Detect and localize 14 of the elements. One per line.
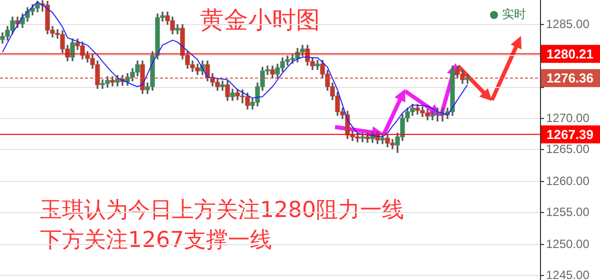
- y-tick-label: 1285.00: [546, 16, 590, 31]
- y-tick-label: 1260.00: [546, 174, 590, 188]
- candlestick: [175, 24, 180, 34]
- candlestick: [315, 60, 320, 70]
- y-tick-label: 1265.00: [546, 142, 590, 156]
- y-tick-label: 1255.00: [546, 204, 590, 219]
- y-tick-label: 1245.00: [546, 268, 590, 280]
- text: 实时: [502, 6, 526, 23]
- y-tick-label: 1270.00: [546, 110, 590, 125]
- ref-line-label: 1267.39: [546, 126, 594, 142]
- candlestick: [220, 80, 225, 91]
- ref-line-label: 1276.36: [546, 70, 594, 86]
- y-tick-label: 1250.00: [546, 236, 590, 251]
- ref-line-label: 1280.21: [546, 46, 594, 62]
